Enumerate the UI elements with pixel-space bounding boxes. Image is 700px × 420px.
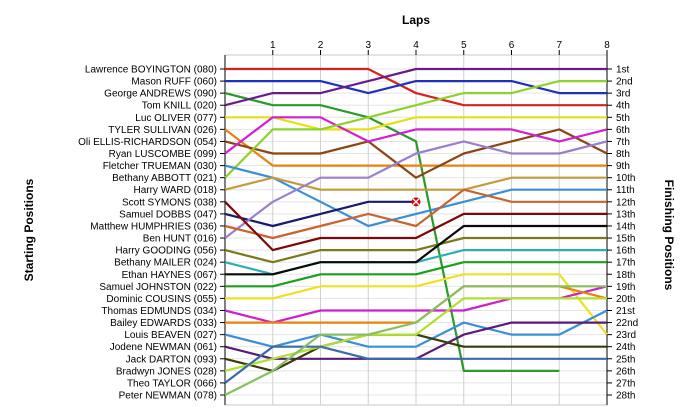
series-line [224, 188, 607, 240]
series-line [225, 261, 607, 288]
driver-label: Fletcher TRUEMAN (030) [103, 161, 217, 172]
series-line [224, 236, 607, 264]
finish-label: 5th [616, 113, 630, 124]
driver-label: Matthew HUMPHRIES (036) [90, 221, 217, 232]
driver-label: Bailey EDWARDS (033) [110, 318, 217, 329]
series-line [224, 128, 608, 179]
finish-label: 7th [616, 137, 630, 148]
driver-label: Jodene NEWMAN (061) [110, 342, 217, 353]
series-line [224, 309, 608, 348]
finish-label: 10th [616, 173, 635, 184]
driver-label: Bethany MAILER (024) [114, 258, 217, 269]
driver-label: TYLER SULLIVAN (026) [108, 125, 217, 136]
lap-tick-label: 6 [509, 40, 515, 51]
finish-label: 22nd [616, 318, 638, 329]
driver-label: George ANDREWS (090) [104, 89, 217, 100]
driver-label: Louis BEAVEN (027) [124, 330, 217, 341]
right-axis-title: Finishing Positions [662, 180, 676, 291]
driver-label: Samuel JOHNSTON (022) [99, 282, 217, 293]
finish-label: 9th [616, 161, 630, 172]
lap-tick-label: 4 [413, 40, 419, 51]
finish-label: 15th [616, 234, 635, 245]
series-line [224, 79, 607, 179]
retired-marker [411, 197, 421, 207]
driver-label: Ryan LUSCOMBE (099) [109, 149, 217, 160]
lap-tick-label: 3 [365, 40, 371, 51]
driver-label: Samuel DOBBS (047) [119, 209, 217, 220]
series-line [224, 297, 607, 372]
series-line [225, 67, 607, 107]
finish-label: 1st [616, 65, 630, 76]
finish-label: 19th [616, 282, 635, 293]
driver-label: Lawrence BOYINGTON (080) [85, 65, 217, 76]
driver-label: Peter NEWMAN (078) [119, 391, 217, 402]
series-line [224, 140, 608, 239]
driver-label: Luc OLIVER (077) [135, 113, 217, 124]
series-line [224, 200, 416, 228]
lap-tick-label: 5 [461, 40, 467, 51]
driver-label: Bradwyn JONES (028) [116, 366, 217, 377]
retired-markers [411, 197, 421, 207]
driver-label: Harry WARD (018) [133, 185, 217, 196]
finish-label: 24th [616, 342, 635, 353]
left-axis-title: Starting Positions [22, 178, 36, 281]
driver-label: Bethany ABBOTT (021) [112, 173, 217, 184]
series-line [224, 176, 607, 191]
lap-tick-label: 8 [604, 40, 610, 51]
driver-label: Ben HUNT (016) [143, 234, 217, 245]
series-line [225, 224, 607, 276]
finish-label: 17th [616, 258, 635, 269]
series-lines [224, 67, 608, 396]
finish-label: 20th [616, 294, 635, 305]
driver-label: Theo TAYLOR (066) [127, 378, 217, 389]
finish-label: 6th [616, 125, 630, 136]
lap-tick-label: 7 [556, 40, 562, 51]
finish-label: 27th [616, 378, 635, 389]
series-line [224, 128, 607, 167]
driver-label: Ethan HAYNES (067) [122, 270, 217, 281]
finish-label: 18th [616, 270, 635, 281]
driver-label: Jack DARTON (093) [126, 354, 217, 365]
lap-tick-label: 2 [318, 40, 324, 51]
series-line [224, 67, 607, 107]
finish-label: 26th [616, 366, 635, 377]
grid [220, 50, 612, 406]
finish-label: 13th [616, 209, 635, 220]
driver-label: Dominic COUSINS (055) [106, 294, 217, 305]
series-line [225, 273, 608, 336]
finish-label: 2nd [616, 77, 633, 88]
series-line [224, 92, 560, 372]
finish-label: 16th [616, 246, 635, 257]
lap-tick-label: 1 [270, 40, 276, 51]
series-line [224, 345, 607, 384]
finish-label: 25th [616, 354, 635, 365]
finish-label: 8th [616, 149, 630, 160]
finish-label: 23rd [616, 330, 636, 341]
finish-label: 3rd [616, 89, 630, 100]
labels: 1 2 3 4 5 6 7 8 Lawrence BOYINGTON (080)Mason RU… [78, 40, 638, 402]
series-line [224, 116, 608, 155]
series-line [224, 164, 607, 228]
finish-label: 28th [616, 391, 635, 402]
series-line [224, 201, 607, 252]
retired-marker-cross [412, 198, 420, 206]
driver-label: Mason RUFF (060) [131, 77, 217, 88]
driver-label: Oli ELLIS-RICHARDSON (054) [78, 137, 217, 148]
series-line [225, 79, 607, 95]
finish-label: 14th [616, 221, 635, 232]
series-line [224, 285, 607, 396]
driver-label: Harry GOODING (056) [115, 246, 217, 257]
series-line [225, 116, 607, 131]
finish-label: 21st [616, 306, 635, 317]
driver-label: Scott SYMONS (038) [122, 197, 217, 208]
driver-label: Tom KNILL (020) [142, 101, 217, 112]
finish-label: 4th [616, 101, 630, 112]
chart-title: Laps [402, 13, 430, 27]
finish-label: 11th [616, 185, 635, 196]
driver-label: Thomas EDMUNDS (034) [101, 306, 217, 317]
finish-label: 12th [616, 197, 635, 208]
